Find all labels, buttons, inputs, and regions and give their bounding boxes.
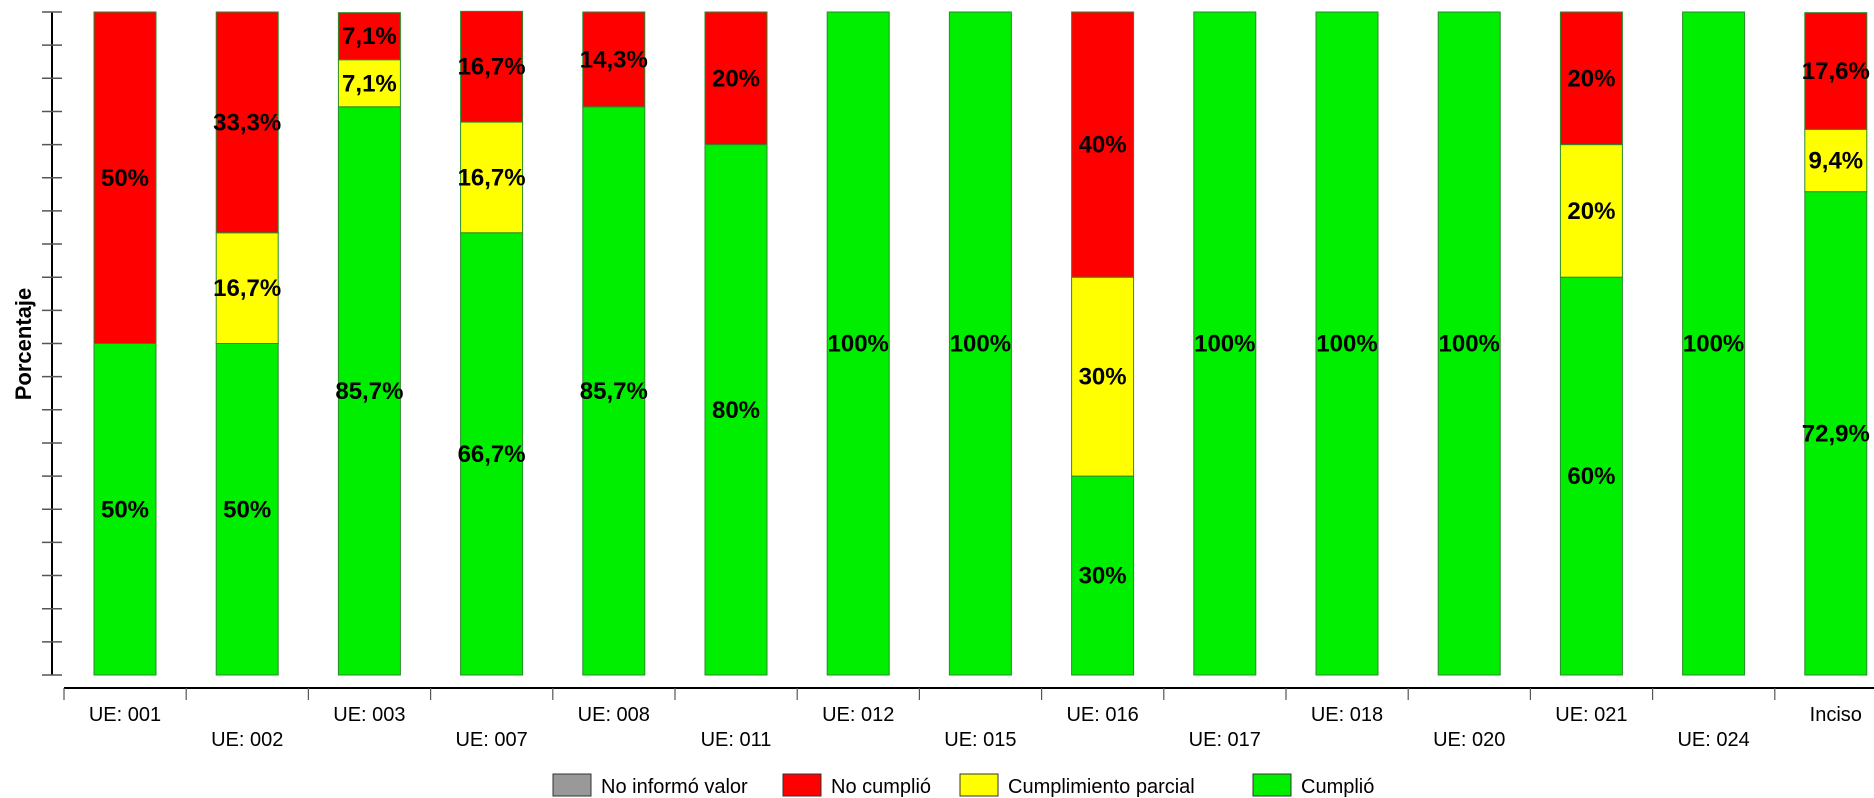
data-label: 20% — [712, 65, 760, 92]
legend-label: Cumplió — [1301, 776, 1374, 798]
bar-segment — [1804, 12, 1868, 130]
x-tick-label: UE: 021 — [1555, 704, 1627, 726]
data-label: 50% — [223, 496, 271, 523]
data-label: 50% — [101, 165, 149, 192]
bar-segment — [1437, 11, 1501, 676]
data-label: 72,9% — [1802, 420, 1870, 447]
bar-segment — [337, 59, 401, 108]
legend-swatch — [552, 773, 592, 797]
x-axis: UE: 001 UE: 002 UE: 003 UE: 007 UE: 008 UE: 0… — [63, 687, 1874, 751]
bar-segment — [1071, 11, 1135, 278]
data-label: 80% — [712, 397, 760, 424]
x-tick-label: UE: 018 — [1311, 704, 1383, 726]
data-label: 7,1% — [342, 70, 397, 97]
legend-swatch — [1252, 773, 1292, 797]
legend-label: No informó valor — [601, 776, 748, 798]
data-label: 20% — [1567, 198, 1615, 225]
x-tick-label: UE: 007 — [455, 729, 527, 751]
bar-segment — [1804, 191, 1868, 676]
data-label: 60% — [1567, 463, 1615, 490]
data-label: 50% — [101, 496, 149, 523]
bar-segment — [93, 11, 157, 344]
bar-segment — [704, 11, 768, 146]
x-tick-label: Inciso — [1810, 704, 1862, 726]
x-tick-label: UE: 012 — [822, 704, 894, 726]
bar-labels: 50% 50% 50% 16,7% 33,3% 85,7% 7,1% 7,1% 66,7% 16,… — [101, 23, 1870, 589]
bars — [93, 10, 1868, 676]
y-axis — [42, 11, 62, 676]
bar-segment — [826, 11, 890, 676]
x-tick-label: UE: 020 — [1433, 729, 1505, 751]
bar-segment — [582, 106, 646, 676]
y-axis-label: Porcentaje — [11, 288, 36, 401]
data-label: 7,1% — [342, 23, 397, 50]
bar-segment — [582, 11, 646, 108]
data-label: 16,7% — [213, 275, 281, 302]
x-tick-label: UE: 001 — [89, 704, 161, 726]
bar-segment — [1315, 11, 1379, 676]
x-tick-label: UE: 016 — [1066, 704, 1138, 726]
bar-segment — [1071, 475, 1135, 676]
data-label: 100% — [828, 331, 889, 358]
x-tick-label: UE: 003 — [333, 704, 405, 726]
data-label: 17,6% — [1802, 58, 1870, 85]
data-label: 66,7% — [458, 441, 526, 468]
data-label: 100% — [1194, 331, 1255, 358]
data-label: 100% — [1683, 331, 1744, 358]
bar-segment — [460, 232, 524, 676]
bar-segment — [460, 10, 524, 123]
bar-segment — [337, 12, 401, 61]
bar-segment — [948, 11, 1012, 676]
data-label: 9,4% — [1808, 148, 1863, 175]
data-label: 30% — [1079, 563, 1127, 590]
data-label: 100% — [1316, 331, 1377, 358]
bar-segment — [1682, 11, 1746, 676]
data-label: 100% — [950, 331, 1011, 358]
data-label: 40% — [1079, 132, 1127, 159]
legend-label: Cumplimiento parcial — [1008, 776, 1195, 798]
x-tick-label: UE: 017 — [1189, 729, 1261, 751]
legend: No informó valor No cumplió Cumplimiento p… — [552, 773, 1374, 798]
bar-segment — [337, 106, 401, 676]
data-label: 85,7% — [580, 378, 648, 405]
bar-segment — [1559, 144, 1623, 278]
bar-segment — [460, 121, 524, 234]
x-tick-label: UE: 002 — [211, 729, 283, 751]
legend-swatch — [959, 773, 999, 797]
bar-segment — [704, 144, 768, 676]
bar-segment — [1559, 276, 1623, 676]
x-tick-label: UE: 011 — [701, 729, 772, 751]
bar-segment — [215, 343, 279, 676]
legend-swatch — [782, 773, 822, 797]
data-label: 14,3% — [580, 46, 648, 73]
data-label: 16,7% — [458, 164, 526, 191]
data-label: 100% — [1439, 331, 1500, 358]
data-label: 20% — [1567, 65, 1615, 92]
bar-segment — [1071, 276, 1135, 477]
bar-segment — [93, 343, 157, 676]
bar-segment — [1193, 11, 1257, 676]
data-label: 33,3% — [213, 109, 281, 136]
bar-segment — [1559, 11, 1623, 146]
legend-label: No cumplió — [831, 776, 931, 798]
data-label: 85,7% — [335, 378, 403, 405]
data-label: 30% — [1079, 364, 1127, 391]
x-tick-label: UE: 015 — [944, 729, 1016, 751]
x-tick-label: UE: 008 — [578, 704, 650, 726]
bar-segment — [215, 11, 279, 234]
x-tick-label: UE: 024 — [1677, 729, 1749, 751]
data-label: 16,7% — [458, 54, 526, 81]
